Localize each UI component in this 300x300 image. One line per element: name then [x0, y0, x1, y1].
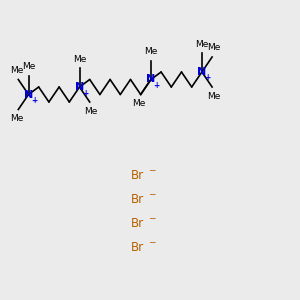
Text: +: + — [154, 81, 160, 90]
Text: Me: Me — [10, 114, 23, 123]
Text: Me: Me — [144, 47, 158, 56]
Text: +: + — [82, 88, 88, 98]
Text: −: − — [148, 213, 155, 222]
Text: Br: Br — [130, 193, 144, 206]
Text: Br: Br — [130, 169, 144, 182]
Text: N: N — [24, 89, 33, 100]
Text: Me: Me — [195, 40, 208, 49]
Text: Me: Me — [73, 55, 86, 64]
Text: −: − — [148, 165, 155, 174]
Text: Me: Me — [22, 62, 35, 71]
Text: N: N — [146, 74, 155, 85]
Text: Me: Me — [207, 44, 220, 52]
Text: −: − — [148, 237, 155, 246]
Text: Br: Br — [130, 241, 144, 254]
Text: N: N — [197, 67, 206, 77]
Text: Br: Br — [130, 217, 144, 230]
Text: +: + — [31, 96, 37, 105]
Text: −: − — [148, 189, 155, 198]
Text: +: + — [205, 74, 211, 82]
Text: N: N — [75, 82, 84, 92]
Text: Me: Me — [207, 92, 220, 100]
Text: Me: Me — [133, 99, 146, 108]
Text: Me: Me — [85, 106, 98, 116]
Text: Me: Me — [10, 66, 23, 75]
